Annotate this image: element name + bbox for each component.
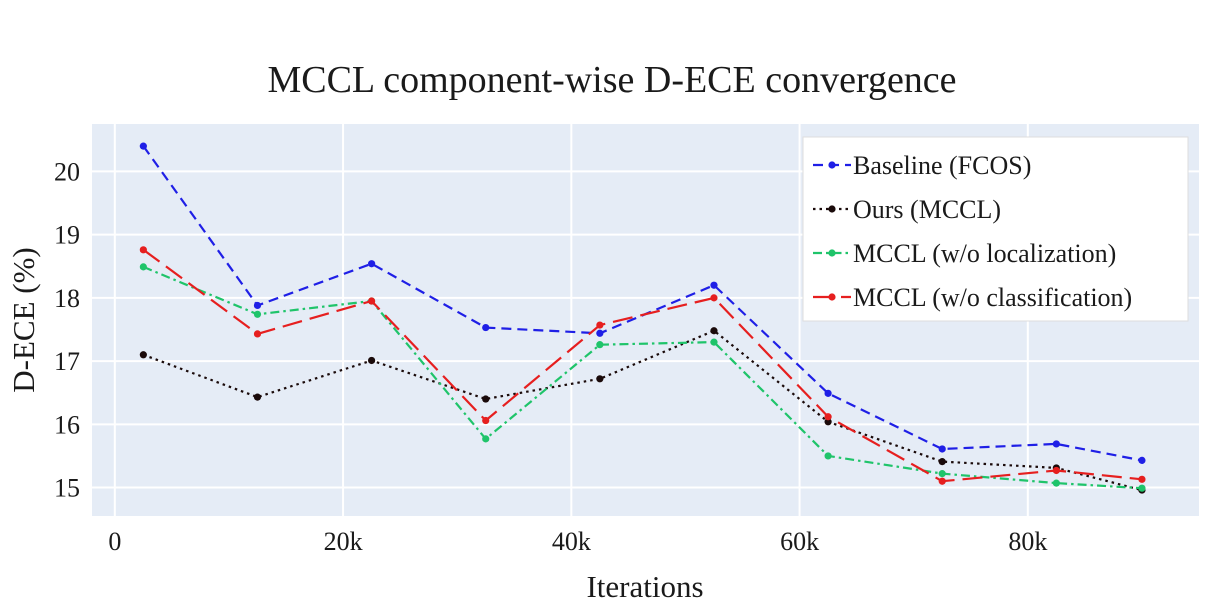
data-point (938, 470, 946, 478)
series-0 (139, 142, 1146, 464)
chart-title: MCCL component-wise D-ECE convergence (267, 59, 956, 101)
series-line (142, 145, 1143, 462)
data-point (1052, 440, 1060, 448)
data-point (710, 294, 718, 302)
data-point (710, 338, 718, 346)
data-point (710, 327, 718, 335)
y-tick-label: 16 (54, 410, 80, 439)
data-point (824, 389, 832, 397)
series-layer (139, 142, 1146, 494)
data-point (1138, 484, 1146, 492)
x-tick-label: 20k (324, 527, 363, 556)
data-point (482, 416, 490, 425)
series-3 (139, 246, 1146, 485)
data-point (938, 458, 946, 466)
data-point (482, 323, 490, 332)
data-point (1052, 466, 1060, 475)
data-point (1138, 456, 1146, 464)
legend-marker (828, 249, 836, 257)
data-point (938, 477, 946, 485)
data-point (253, 301, 262, 310)
legend-label: MCCL (w/o classification) (853, 283, 1132, 312)
data-point (596, 341, 604, 349)
y-tick-label: 19 (54, 221, 80, 250)
data-point (596, 321, 604, 329)
legend-label: MCCL (w/o localization) (853, 239, 1116, 268)
data-point (596, 375, 604, 383)
data-point (368, 297, 376, 305)
legend: Baseline (FCOS) Ours (MCCL) MCCL (w/o loca… (802, 136, 1189, 322)
data-point (139, 351, 147, 359)
legend-marker (828, 161, 836, 169)
series-line (142, 265, 1142, 490)
legend-marker (828, 293, 836, 301)
tick-labels: 0 20k 40k 60k 80k 15 16 17 18 19 20 (54, 157, 1047, 556)
data-point (938, 445, 946, 453)
legend-label: Ours (MCCL) (853, 195, 1001, 224)
y-tick-label: 15 (54, 474, 80, 503)
x-tick-label: 60k (780, 527, 819, 556)
data-point (253, 310, 262, 318)
legend-box (802, 136, 1189, 322)
data-point (824, 418, 832, 426)
legend-label: Baseline (FCOS) (853, 151, 1031, 180)
data-point (596, 329, 604, 337)
data-point (824, 452, 832, 460)
y-tick-label: 17 (54, 347, 80, 376)
data-point (1052, 479, 1060, 487)
data-point (253, 330, 262, 338)
data-point (368, 260, 376, 268)
data-point (710, 281, 718, 289)
data-point (139, 142, 147, 150)
data-point (139, 263, 147, 271)
y-axis-label: D-ECE (%) (6, 247, 41, 392)
data-point (139, 246, 147, 254)
x-axis-label: Iterations (586, 569, 703, 604)
x-tick-label: 40k (552, 527, 591, 556)
x-tick-label: 80k (1008, 527, 1047, 556)
legend-marker (828, 205, 836, 213)
series-line (143, 329, 1143, 492)
data-point (253, 393, 262, 401)
y-tick-label: 18 (54, 284, 80, 313)
data-point (368, 356, 376, 365)
data-point (482, 395, 490, 403)
data-point (1138, 475, 1146, 483)
x-tick-label: 0 (108, 527, 121, 556)
series-line (142, 248, 1143, 483)
y-tick-label: 20 (54, 157, 80, 186)
data-point (824, 413, 832, 421)
data-point (482, 435, 490, 443)
